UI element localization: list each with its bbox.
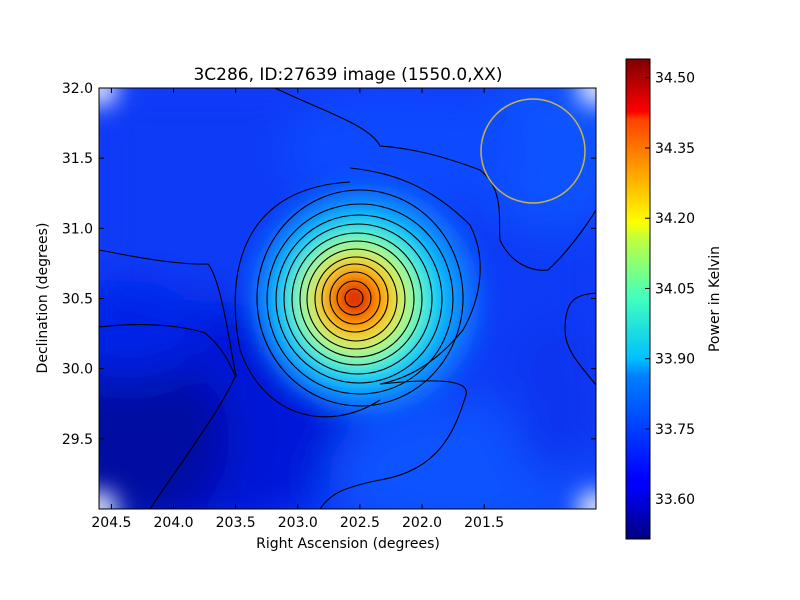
chart-title: 3C286, ID:27639 image (1550.0,XX): [193, 65, 502, 85]
colorbar-tick-label: 34.20: [655, 211, 695, 227]
colorbar-tick-label: 33.60: [655, 492, 695, 508]
colorbar-tick-label: 34.50: [655, 71, 695, 87]
contour-6: [299, 240, 415, 358]
heatmap-image: [99, 88, 596, 509]
x-tick-label: 204.0: [154, 515, 194, 531]
x-tick-label: 203.5: [216, 515, 256, 531]
contour-source-ring-2: [234, 181, 381, 418]
colorbar-tick-label: 33.75: [655, 422, 695, 438]
contour-lower-left: [99, 324, 237, 378]
contour-top: [274, 88, 596, 271]
colorbar-tick-label: 33.90: [655, 352, 695, 368]
contour-lines: [99, 88, 596, 509]
x-tick-label: 201.5: [464, 515, 504, 531]
contour-1: [256, 189, 464, 407]
contour-5: [291, 232, 423, 366]
y-axis-ticks: 32.0 31.5 31.0 30.5 30.0 29.5: [62, 81, 596, 448]
x-tick-label: 202.0: [402, 515, 442, 531]
y-tick-label: 30.0: [62, 362, 93, 378]
colorbar: [625, 58, 651, 540]
contour-4: [283, 223, 433, 375]
beam-circle: [480, 98, 586, 204]
x-axis-label: Right Ascension (degrees): [256, 536, 440, 552]
colorbar-tick-label: 34.05: [655, 281, 695, 297]
contour-outer-left: [99, 249, 237, 509]
contour-right: [564, 292, 596, 386]
colorbar-label: Power in Kelvin: [707, 246, 723, 352]
x-tick-label: 203.0: [278, 515, 318, 531]
image-corners: [99, 88, 596, 509]
contour-8: [314, 256, 398, 342]
colorbar-tick-label: 34.35: [655, 141, 695, 157]
contour-10: [329, 271, 381, 325]
contour-2: [266, 203, 454, 395]
contour-12: [344, 288, 364, 308]
y-tick-label: 31.0: [62, 221, 93, 237]
x-tick-label: 204.5: [91, 515, 131, 531]
contour-source-outer: [319, 167, 481, 509]
y-tick-label: 32.0: [62, 81, 93, 97]
y-tick-label: 30.5: [62, 292, 93, 308]
contour-11: [336, 280, 372, 316]
x-axis-ticks: 204.5 204.0 203.5 203.0 202.5 202.0 201.5: [91, 88, 504, 531]
y-axis-label: Declination (degrees): [35, 223, 51, 374]
contour-7: [306, 248, 406, 350]
y-tick-label: 29.5: [62, 432, 93, 448]
colorbar-ticks: 34.50 34.35 34.20 34.05 33.90 33.75 33.60: [645, 71, 695, 508]
x-tick-label: 202.5: [340, 515, 380, 531]
contour-9: [321, 263, 389, 333]
contour-3: [275, 214, 443, 384]
y-tick-label: 31.5: [62, 151, 93, 167]
